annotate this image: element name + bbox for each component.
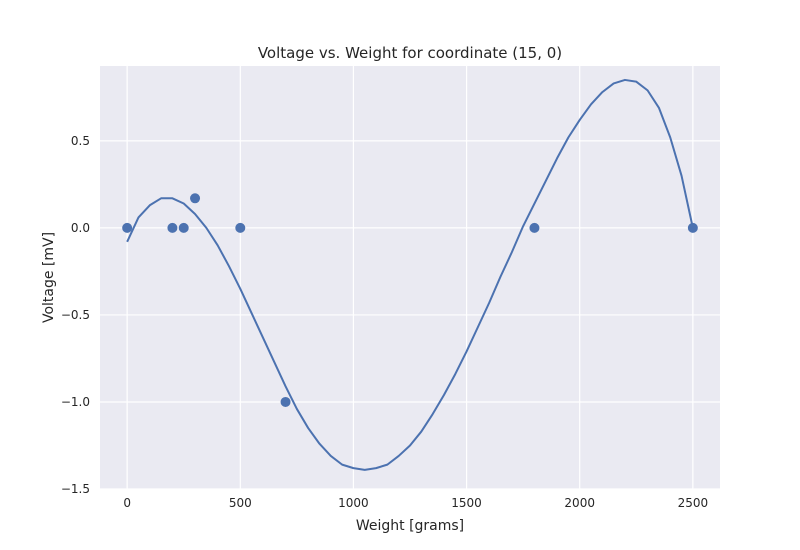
- x-tick-label: 2000: [564, 496, 595, 510]
- x-tick-label: 0: [123, 496, 131, 510]
- fit-curve-line: [126, 78, 694, 471]
- x-tick-label: 1500: [451, 496, 482, 510]
- grid-lines: [100, 66, 720, 490]
- y-tick-label: −1.0: [61, 395, 90, 409]
- x-tick-label: 2500: [678, 496, 709, 510]
- y-tick-label: 0.5: [71, 134, 90, 148]
- data-point: [235, 222, 246, 233]
- data-point: [280, 396, 291, 407]
- y-tick-label: 0.0: [71, 221, 90, 235]
- plot-background: [100, 66, 720, 489]
- data-point: [190, 193, 201, 204]
- data-point: [122, 222, 133, 233]
- y-tick-label: −1.5: [61, 482, 90, 496]
- data-point: [687, 222, 698, 233]
- y-tick-labels: −1.5 −1.0 −0.5 0.0 0.5: [61, 134, 90, 496]
- y-axis-label: Voltage [mV]: [41, 232, 57, 323]
- data-point: [167, 222, 178, 233]
- data-point: [529, 222, 540, 233]
- x-tick-label: 1000: [338, 496, 369, 510]
- x-axis-label: Weight [grams]: [356, 518, 464, 534]
- x-tick-labels: 0 500 1000 1500 2000 2500: [123, 496, 708, 510]
- data-point: [178, 222, 189, 233]
- y-tick-label: −0.5: [61, 308, 90, 322]
- chart-title: Voltage vs. Weight for coordinate (15, 0…: [258, 44, 562, 62]
- x-tick-label: 500: [229, 496, 252, 510]
- series-layer: [122, 78, 698, 471]
